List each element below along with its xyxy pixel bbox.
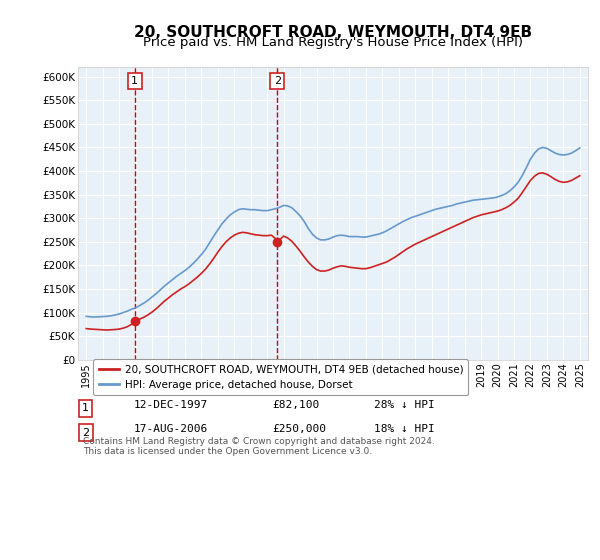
Text: 18% ↓ HPI: 18% ↓ HPI [374,424,434,435]
Text: 1: 1 [131,76,138,86]
Text: 12-DEC-1997: 12-DEC-1997 [134,400,208,410]
Text: Contains HM Land Registry data © Crown copyright and database right 2024.
This d: Contains HM Land Registry data © Crown c… [83,437,435,456]
Text: 17-AUG-2006: 17-AUG-2006 [134,424,208,435]
Text: 2: 2 [274,76,281,86]
Text: 28% ↓ HPI: 28% ↓ HPI [374,400,434,410]
Text: £250,000: £250,000 [272,424,326,435]
Text: 20, SOUTHCROFT ROAD, WEYMOUTH, DT4 9EB: 20, SOUTHCROFT ROAD, WEYMOUTH, DT4 9EB [134,25,532,40]
Legend: 20, SOUTHCROFT ROAD, WEYMOUTH, DT4 9EB (detached house), HPI: Average price, det: 20, SOUTHCROFT ROAD, WEYMOUTH, DT4 9EB (… [94,360,469,395]
Text: Price paid vs. HM Land Registry's House Price Index (HPI): Price paid vs. HM Land Registry's House … [143,36,523,49]
Text: £82,100: £82,100 [272,400,319,410]
Text: 1: 1 [82,403,89,413]
Text: 2: 2 [82,428,89,438]
